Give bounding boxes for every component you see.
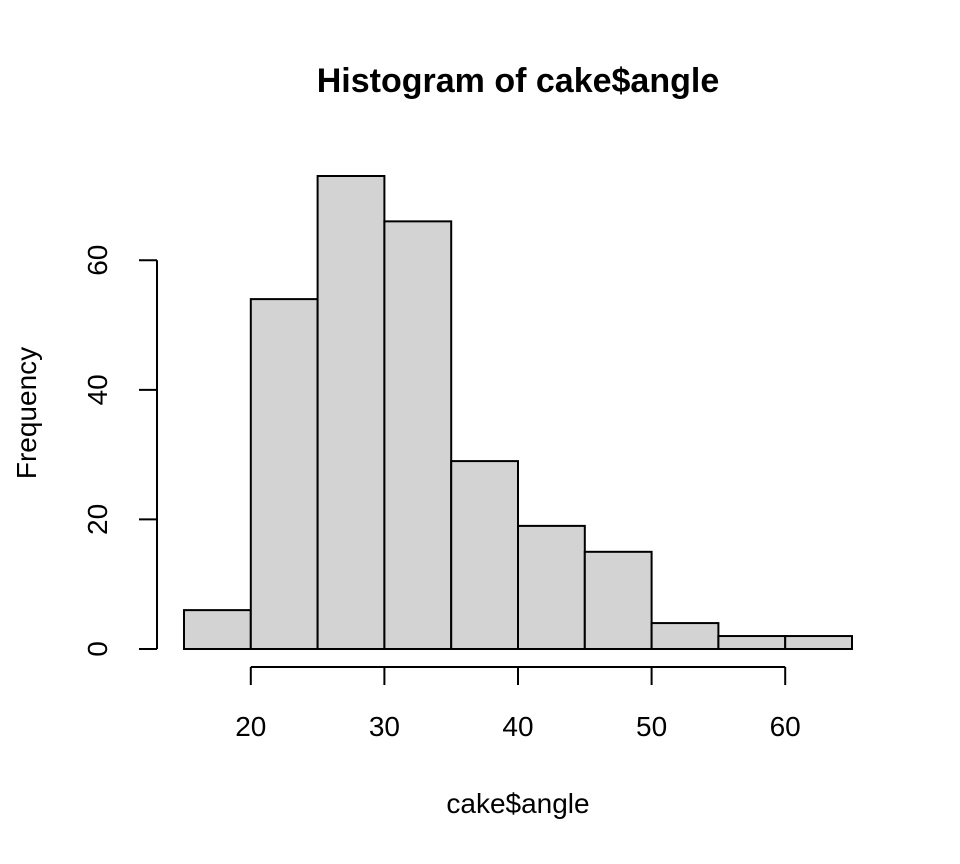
x-axis-label: cake$angle (446, 788, 589, 819)
y-tick-label: 20 (82, 504, 113, 535)
x-tick-label: 60 (770, 711, 801, 742)
histogram-bar (316, 175, 386, 650)
histogram-bar (517, 524, 586, 650)
x-tick-label: 20 (235, 711, 266, 742)
x-tick-label: 40 (502, 711, 533, 742)
y-axis-label: Frequency (11, 347, 42, 479)
y-tick-label: 40 (82, 374, 113, 405)
bars-group (183, 175, 854, 651)
histogram-bar (650, 622, 720, 651)
x-tick-label: 30 (369, 711, 400, 742)
histogram-bar (183, 609, 252, 651)
y-ticks-group: 0 20 40 60 (82, 245, 157, 657)
histogram-bar (249, 298, 319, 650)
x-axis: 20 30 40 50 60 (235, 666, 801, 742)
histogram-bar (717, 635, 787, 650)
y-tick-label: 60 (82, 245, 113, 276)
x-ticks-group: 20 30 40 50 60 (235, 667, 801, 742)
chart-title: Histogram of cake$angle (317, 62, 719, 100)
y-axis: 0 20 40 60 (82, 245, 158, 657)
histogram-bar (784, 635, 854, 650)
histogram-bar (583, 550, 653, 651)
histogram-bar (450, 460, 520, 650)
y-tick-label: 0 (82, 641, 113, 657)
x-tick-label: 50 (636, 711, 667, 742)
histogram-bar (383, 220, 453, 650)
